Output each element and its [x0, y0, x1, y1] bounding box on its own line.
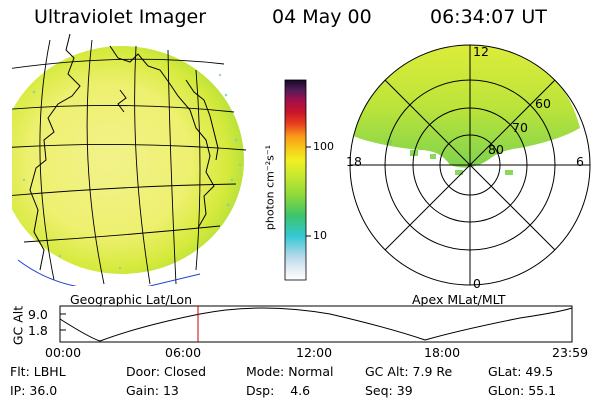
altitude-plot [59, 305, 573, 343]
mlt-label-bottom: 0 [473, 276, 481, 291]
geographic-image [12, 33, 247, 286]
status-mode: Mode: Normal [246, 364, 334, 379]
coastline-west [29, 33, 81, 271]
status-door: Door: Closed [126, 364, 207, 379]
colorbar-tick-100: 100 [313, 140, 334, 153]
mlt-label-left: 18 [346, 154, 362, 169]
colorbar [284, 79, 307, 281]
altitude-curve [59, 307, 573, 342]
auroral-region [350, 45, 580, 168]
xtick-0000: 00:00 [45, 345, 82, 360]
status-glon: GLon: 55.1 [488, 383, 557, 398]
lat-label-70: 70 [512, 120, 528, 135]
image-date: 04 May 00 [272, 6, 372, 28]
polar-grid [349, 44, 591, 286]
status-ip: IP: 36.0 [10, 383, 58, 398]
status-seq: Seq: 39 [365, 383, 413, 398]
lat-label-60: 60 [535, 96, 551, 111]
lat-label-80: 80 [488, 142, 504, 157]
xtick-1800: 18:00 [424, 345, 461, 360]
status-glat: GLat: 49.5 [488, 364, 554, 379]
xtick-1200: 12:00 [296, 345, 333, 360]
colorbar-unit-label: photon cm⁻²s⁻¹ [263, 144, 277, 231]
limb-speckle [22, 73, 242, 270]
colorbar-tick-10: 10 [313, 229, 327, 242]
geo-grid [12, 39, 247, 285]
polar-plot [349, 44, 591, 286]
altitude-ytick-low: 1.8 [28, 323, 48, 338]
mlt-label-top: 12 [473, 44, 489, 59]
altitude-ytick-high: 9.0 [28, 307, 48, 322]
altitude-ylabel: GC Alt [10, 305, 26, 346]
right-panel-caption: Apex MLat/MLT [412, 292, 506, 307]
status-gc-alt: GC Alt: 7.9 Re [365, 364, 453, 379]
terminator-line [17, 259, 201, 286]
status-gain: Gain: 13 [126, 383, 179, 398]
status-flt: Flt: LBHL [10, 364, 66, 379]
left-panel-caption: Geographic Lat/Lon [70, 292, 192, 307]
mlt-label-right: 6 [576, 154, 584, 169]
image-time: 06:34:07 UT [430, 6, 547, 28]
instrument-title: Ultraviolet Imager [34, 6, 207, 28]
xtick-2359: 23:59 [552, 345, 589, 360]
status-dsp: Dsp: 4.6 [246, 383, 311, 398]
earth-disk [12, 46, 244, 274]
xtick-0600: 06:00 [165, 345, 202, 360]
